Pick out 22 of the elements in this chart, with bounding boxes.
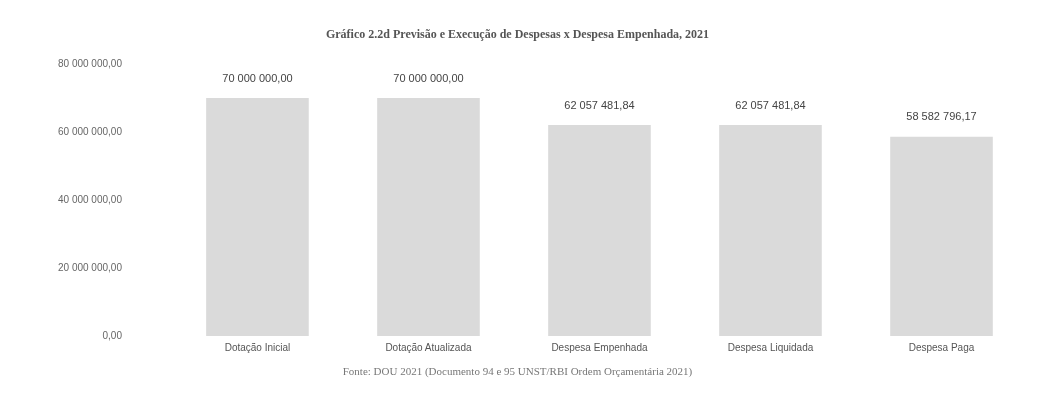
y-tick-label: 20 000 000,00	[58, 261, 123, 273]
bar	[890, 136, 993, 336]
x-tick-label: Despesa Paga	[908, 341, 975, 353]
data-label: 70 000 000,00	[393, 71, 464, 84]
y-tick-label: 60 000 000,00	[58, 125, 123, 137]
source-note: Fonte: DOU 2021 (Documento 94 e 95 UNST/RBI Ordem Orçamentária 2021)	[342, 365, 693, 379]
y-tick-label: 0,00	[102, 329, 123, 341]
bar	[206, 98, 309, 336]
x-tick-label: Dotação Inicial	[224, 341, 291, 353]
y-tick-label: 80 000 000,00	[58, 57, 123, 69]
y-tick-label: 40 000 000,00	[58, 193, 123, 205]
data-label: 58 582 796,17	[906, 110, 977, 123]
x-tick-label: Dotação Atualizada	[385, 341, 472, 353]
data-label: 62 057 481,84	[735, 98, 806, 111]
bar	[548, 125, 651, 336]
x-tick-label: Despesa Empenhada	[551, 341, 648, 353]
data-label: 62 057 481,84	[564, 98, 635, 111]
bar	[719, 125, 822, 336]
data-label: 70 000 000,00	[222, 71, 293, 84]
bar	[377, 98, 480, 336]
x-tick-label: Despesa Liquidada	[727, 341, 814, 353]
chart-title: Gráfico 2.2d Previsão e Execução de Despesas x Despesa Empenhada, 2021	[325, 26, 710, 41]
